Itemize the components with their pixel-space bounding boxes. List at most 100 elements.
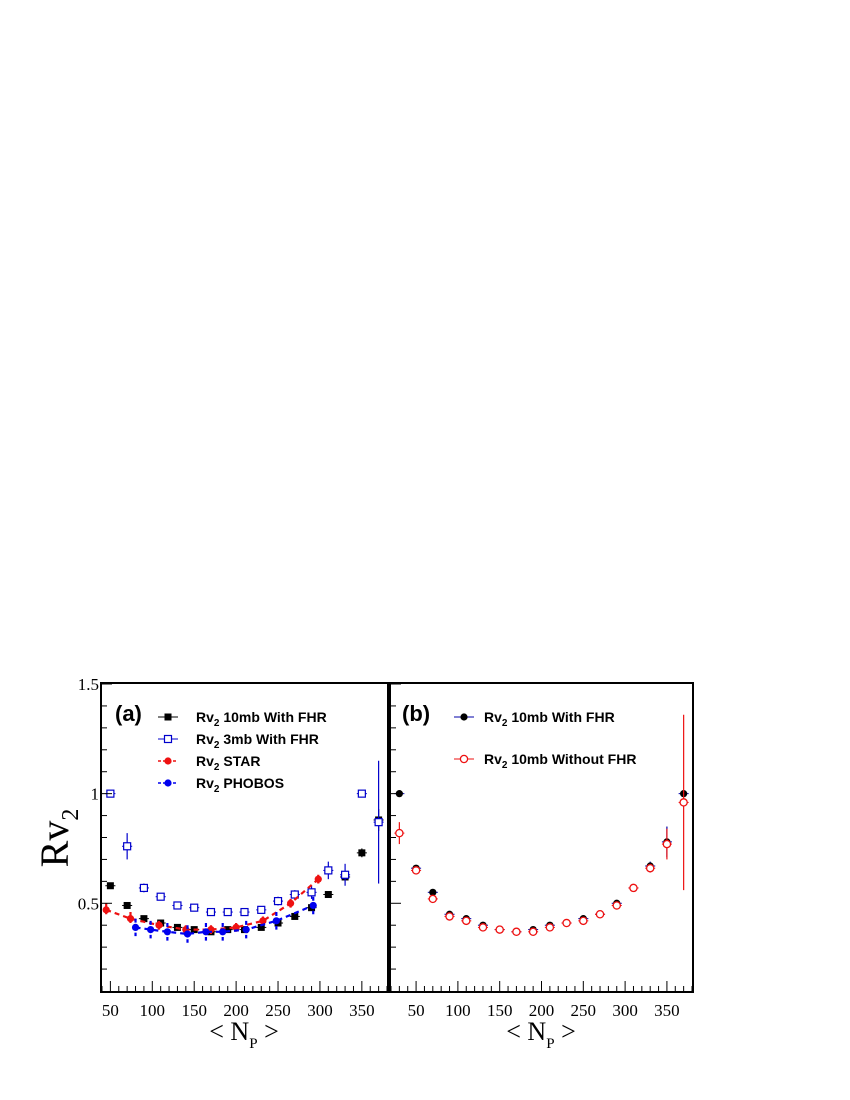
x-tick-label: 150 [487,1001,513,1020]
data-point [629,883,638,893]
legend-label: Rv2 10mb With FHR [484,709,615,729]
data-point [579,916,588,926]
data-point [155,921,163,929]
data-point [495,925,504,934]
panel-b-axes: 50 100 150 200 250 300 350 [390,683,693,1020]
data-point [411,866,421,875]
data-point [291,912,299,920]
x-tick-label: 300 [307,1001,333,1020]
data-point [324,866,333,875]
x-tick-label: 50 [102,1001,119,1020]
data-point [374,818,383,827]
data-point [140,915,148,923]
data-point [478,923,488,932]
panel-b-x-axis-title: < NP > [506,1017,575,1052]
data-point [257,905,266,914]
x-tick-label: 150 [181,1001,207,1020]
panel-a-x-axis-title: < NP > [209,1017,278,1052]
data-point [102,906,110,914]
legend-marker [164,713,172,721]
y-tick-label: 1 [91,785,100,804]
data-point [123,901,131,909]
data-point [445,912,454,921]
x-tick-label: 50 [408,1001,425,1020]
x-tick-label: 200 [529,1001,555,1020]
x-tick-label: 100 [140,1001,166,1020]
data-point [461,916,471,926]
data-point [429,888,437,896]
data-point [512,927,521,937]
data-point [545,923,555,932]
series-1 [394,790,689,936]
x-tick-label: 250 [265,1001,291,1020]
series-2 [105,760,384,917]
legend-label: Rv2 PHOBOS [196,775,284,795]
data-point [163,928,171,936]
legend-marker [460,713,468,721]
data-point [147,926,155,934]
legend-label: Rv2 STAR [196,753,260,773]
data-point [612,901,622,910]
data-point [272,917,280,925]
legend-marker [163,734,173,744]
data-point [562,918,571,928]
panel-a: 50 100 150 200 250 300 350 0.5 1 1.5 (a) Rv2 10mb… [78,675,389,1052]
data-point [428,894,438,904]
data-point [156,892,165,901]
data-point [662,839,672,849]
data-point [240,907,249,917]
series-2 [394,714,689,937]
data-point [309,901,317,910]
panel-a-frame [100,682,389,993]
data-point [202,928,210,936]
data-point [259,917,267,925]
panel-b: 50 100 150 200 250 300 350 (b) Rv2 10mb With F… [389,682,694,1052]
x-tick-label: 100 [445,1001,471,1020]
data-point [190,903,199,912]
y-tick-label: 0.5 [78,894,99,913]
data-point [290,890,299,899]
data-point [324,891,332,899]
data-point [183,930,192,938]
data-point [358,849,366,857]
data-point [123,842,132,851]
data-point [595,910,605,919]
data-point [528,927,538,937]
x-tick-label: 300 [612,1001,638,1020]
data-point [679,798,688,807]
data-point [287,899,295,907]
data-point [314,875,322,883]
y-tick-label: 1.5 [78,675,99,694]
legend-marker [164,757,172,765]
legend-label: Rv2 3mb With FHR [196,731,319,751]
series-4 [131,896,317,943]
data-point [307,888,316,897]
panel-a-label: (a) [115,701,142,726]
series-line [135,904,314,936]
legend-marker [459,754,469,764]
data-point [395,828,404,838]
x-tick-label: 350 [654,1001,680,1020]
data-point [173,901,182,910]
legend-label: Rv2 10mb Without FHR [484,751,636,771]
panel-b-label: (b) [402,701,430,726]
data-point [242,926,250,934]
x-tick-label: 250 [571,1001,597,1020]
panel-a-axes: 50 100 150 200 250 300 350 0.5 1 1.5 [78,675,388,1020]
data-point [257,923,265,931]
x-tick-label: 350 [349,1001,375,1020]
panel-b-marks [394,714,689,937]
data-point [645,863,655,873]
data-point [106,882,114,890]
data-point [232,923,240,932]
panel-b-legend: Rv2 10mb With FHR Rv2 10mb Without FHR [454,709,636,771]
data-point [223,907,232,917]
panel-a-marks [102,760,384,943]
series-line [105,878,319,931]
data-point [131,923,140,932]
y-axis-title: Rv2 [32,809,84,868]
data-point [126,915,135,923]
legend-label: Rv2 10mb With FHR [196,709,327,729]
